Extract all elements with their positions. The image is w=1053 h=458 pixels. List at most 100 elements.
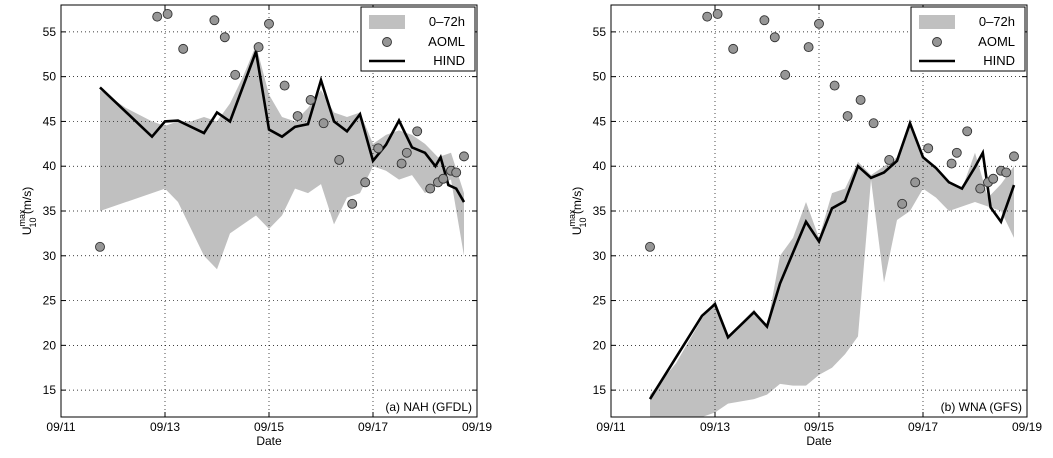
- y-tick-label: 50: [43, 70, 57, 84]
- y-tick-label: 35: [43, 204, 57, 218]
- x-axis-label: Date: [806, 434, 832, 448]
- x-tick-label: 09/19: [462, 420, 492, 434]
- legend-swatch-point: [932, 37, 942, 47]
- legend-label: AOML: [978, 34, 1015, 49]
- aoml-point: [780, 69, 791, 80]
- legend-label: 0–72h: [979, 14, 1015, 29]
- y-tick-label: 30: [593, 249, 607, 263]
- aoml-point: [884, 154, 895, 165]
- aoml-point: [923, 143, 934, 154]
- forecast-band: [650, 121, 1014, 417]
- aoml-point: [1001, 167, 1012, 178]
- y-tick-label: 15: [43, 383, 57, 397]
- aoml-point: [178, 43, 189, 54]
- legend: 0–72h AOML HIND: [360, 6, 476, 72]
- aoml-point: [769, 32, 780, 43]
- y-tick-label: 15: [593, 383, 607, 397]
- y-tick-label: 20: [43, 338, 57, 352]
- aoml-point: [95, 241, 105, 252]
- aoml-point: [868, 118, 879, 129]
- aoml-point: [975, 183, 986, 194]
- aoml-point: [438, 173, 449, 184]
- aoml-point: [451, 167, 462, 178]
- y-tick-label: 45: [593, 114, 607, 128]
- x-axis-label: Date: [256, 434, 282, 448]
- x-tick-label: 09/15: [804, 420, 834, 434]
- y-tick-label: 25: [593, 294, 607, 308]
- x-tick-label: 09/15: [254, 420, 284, 434]
- aoml-point: [728, 43, 739, 54]
- plot-area: [611, 5, 1027, 417]
- aoml-point: [152, 11, 163, 22]
- chart-panel-a: 09/11 09/13 09/15 09/17 09/19 15 20 25 30 35 40 45 5…: [17, 4, 492, 448]
- aoml-point: [702, 11, 713, 22]
- aoml-point: [988, 173, 999, 184]
- legend-swatch-band: [369, 15, 405, 29]
- y-axis-label: Umax10 (m/s): [17, 187, 38, 235]
- aoml-point: [334, 154, 345, 165]
- aoml-point: [897, 198, 908, 209]
- hind-line: [648, 119, 1016, 400]
- aoml-point: [360, 177, 371, 188]
- aoml-point: [253, 42, 264, 53]
- aoml-point: [842, 111, 853, 122]
- y-tick-label: 55: [43, 25, 57, 39]
- aoml-point: [373, 143, 384, 154]
- x-tick-label: 09/17: [358, 420, 388, 434]
- aoml-point: [219, 32, 230, 43]
- y-tick-label: 20: [593, 338, 607, 352]
- legend-label: HIND: [433, 53, 465, 68]
- aoml-point: [829, 80, 840, 91]
- chart-panel-b: 09/11 09/13 09/15 09/17 09/19 15 20 25 30 35 40 45 5…: [567, 4, 1042, 448]
- aoml-point: [1009, 151, 1019, 162]
- aoml-point: [264, 18, 274, 29]
- forecast-band: [100, 45, 464, 270]
- aoml-point: [946, 158, 957, 169]
- y-axis-label: Umax10 (m/s): [567, 187, 588, 235]
- aoml-point: [645, 241, 655, 252]
- aoml-point: [814, 18, 824, 29]
- aoml-point: [425, 183, 436, 194]
- hind-line: [99, 46, 466, 203]
- y-tick-label: 40: [43, 159, 57, 173]
- legend-swatch-band: [919, 15, 955, 29]
- aoml-point: [412, 126, 423, 137]
- aoml-point: [712, 9, 723, 19]
- aoml-point: [230, 69, 241, 80]
- panel-label: (a) NAH (GFDL): [385, 400, 472, 414]
- aoml-point: [209, 15, 220, 26]
- aoml-point: [855, 94, 866, 105]
- x-tick-label: 09/11: [596, 420, 625, 434]
- y-tick-label: 25: [43, 294, 57, 308]
- legend: 0–72h AOML HIND: [910, 6, 1026, 72]
- x-tick-label: 09/19: [1012, 420, 1042, 434]
- aoml-point: [951, 147, 962, 158]
- plot-area: [61, 5, 477, 417]
- legend-label: HIND: [983, 53, 1015, 68]
- y-tick-label: 55: [593, 25, 607, 39]
- aoml-point: [396, 158, 407, 169]
- aoml-point: [401, 147, 412, 158]
- panel-label: (b) WNA (GFS): [941, 400, 1022, 414]
- aoml-point: [347, 198, 358, 209]
- aoml-point: [279, 80, 290, 91]
- y-tick-label: 35: [593, 204, 607, 218]
- aoml-point: [318, 118, 329, 129]
- y-tick-label: 40: [593, 159, 607, 173]
- x-tick-label: 09/13: [700, 420, 730, 434]
- y-tick-label: 50: [593, 70, 607, 84]
- y-tick-label: 30: [43, 249, 57, 263]
- aoml-point: [305, 94, 316, 105]
- legend-label: 0–72h: [429, 14, 465, 29]
- aoml-point: [759, 15, 770, 26]
- legend-swatch-point: [382, 37, 392, 47]
- aoml-point: [803, 42, 814, 53]
- aoml-point: [459, 151, 469, 162]
- aoml-point: [962, 126, 973, 137]
- x-tick-label: 09/17: [908, 420, 938, 434]
- x-tick-label: 09/11: [46, 420, 75, 434]
- aoml-point: [162, 9, 173, 19]
- aoml-point: [910, 177, 921, 188]
- aoml-point: [292, 111, 303, 122]
